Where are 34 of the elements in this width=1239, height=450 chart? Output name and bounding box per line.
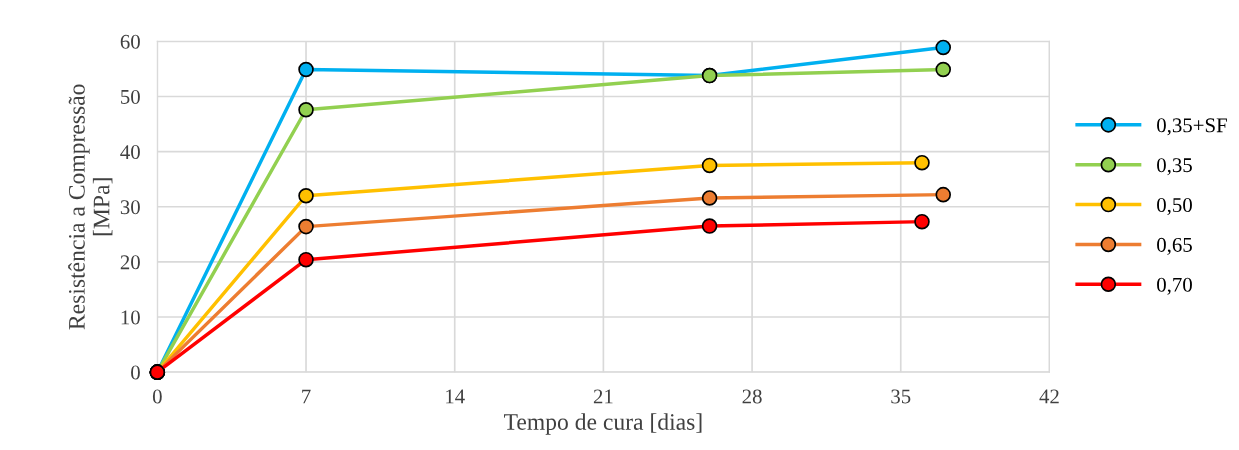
point: [914, 154, 930, 171]
legend-label: 0,35: [1157, 158, 1192, 176]
point: [701, 190, 718, 206]
y-tick-label: 60: [120, 34, 140, 49]
point: [298, 187, 314, 204]
y-tick-label: 30: [120, 200, 140, 215]
x-tick-label: 14: [446, 389, 465, 404]
x-tick-label: 42: [1039, 389, 1059, 404]
y-tick-label: 40: [120, 145, 140, 160]
y-tick-label: 50: [121, 89, 140, 104]
point: [701, 157, 718, 174]
x-tick-label: 35: [891, 389, 911, 404]
legend-label: 0,65: [1157, 237, 1192, 255]
point: [298, 251, 314, 268]
point: [298, 61, 314, 78]
y-axis-title: Resistência a Compressão [MPa]: [68, 84, 113, 330]
point: [935, 39, 952, 56]
point: [935, 61, 952, 78]
point: [298, 101, 314, 118]
point: [914, 213, 930, 230]
legend-label: 0,70: [1157, 277, 1192, 295]
x-axis-title: Tempo de cura [dias]: [504, 413, 702, 435]
point: [701, 218, 718, 234]
point: [298, 218, 314, 235]
x-tick-label: 0: [152, 389, 162, 404]
point: [935, 186, 952, 203]
x-tick-label: 7: [302, 389, 311, 404]
x-tick-label: 28: [742, 389, 762, 404]
y-tick-label: 20: [120, 255, 140, 270]
y-tick-label: 10: [121, 310, 140, 325]
x-tick-label: 21: [593, 389, 613, 404]
y-tick-label: 0: [131, 365, 140, 380]
legend-label: 0,35+SF: [1157, 118, 1227, 136]
legend-label: 0,50: [1157, 197, 1192, 216]
